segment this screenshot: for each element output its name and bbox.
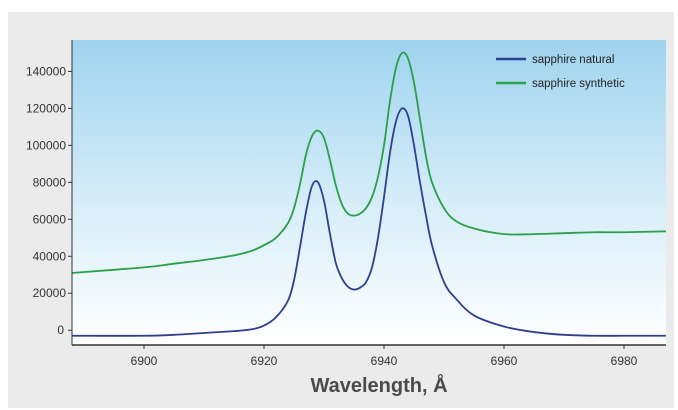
wavelength-chart: 020000400006000080000100000120000140000 … [26,40,667,397]
legend-label: sapphire natural [532,54,614,66]
chart-frame: 0 20000 40000 60000 80000 100000 120000 140000 … [8,12,674,408]
x-tick-label: 6980 [611,354,638,368]
legend: sapphire natural sapphire synthetic [496,54,625,90]
y-tick-label: 20000 [33,286,67,300]
series-line-sapphire-natural [71,107,666,337]
y-tick-label: 120000 [26,101,66,115]
y-tick-label: 40000 [33,249,67,263]
series-line-sapphire-synthetic [71,51,667,274]
x-tick-label: 6940 [371,354,398,368]
y-axis-ticks: 0 20000 40000 60000 80000 100000 120000 140000 [26,64,72,337]
legend-label: sapphire synthetic [532,78,625,90]
y-tick-label: 100000 [26,138,66,152]
x-axis-ticks: 6900 6920 6940 6960 6980 [131,345,638,368]
x-axis-title: Wavelength, Å [310,373,447,397]
y-tick-label: 140000 [26,64,66,78]
y-tick-label: 0 [57,323,64,337]
y-tick-label: 80000 [33,175,67,189]
x-tick-label: 6900 [131,354,158,368]
x-tick-label: 6960 [491,354,518,368]
series-layer [71,51,667,337]
plot-area [72,40,666,345]
y-tick-label: 60000 [33,212,67,226]
x-tick-label: 6920 [251,354,278,368]
